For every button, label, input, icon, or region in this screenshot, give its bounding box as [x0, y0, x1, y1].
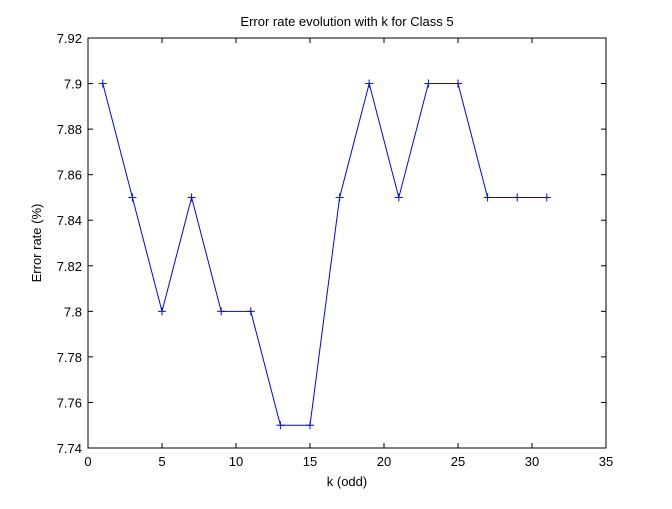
data-point [158, 307, 166, 316]
y-tick-label: 7.78 [57, 350, 82, 365]
data-point [365, 79, 374, 88]
x-tick-label: 25 [451, 454, 465, 469]
data-point [246, 307, 255, 316]
data-point [513, 193, 522, 202]
x-tick-label: 35 [599, 454, 613, 469]
data-point [454, 79, 462, 88]
axes-box [87, 37, 607, 449]
data-point [276, 421, 285, 430]
data-point [98, 79, 107, 88]
data-point [128, 193, 137, 202]
y-tick-label: 7.76 [57, 395, 82, 410]
y-tick-label: 7.9 [64, 77, 82, 92]
data-point [217, 307, 226, 316]
data-point [542, 193, 551, 202]
data-point [335, 193, 344, 202]
data-point [483, 193, 492, 202]
data-point [424, 79, 433, 88]
y-tick-label: 7.88 [57, 122, 82, 137]
data-point [394, 193, 403, 202]
y-tick-label: 7.82 [57, 259, 82, 274]
chart-title: Error rate evolution with k for Class 5 [240, 14, 453, 29]
plot-area [88, 38, 606, 448]
x-tick-label: 15 [303, 454, 317, 469]
x-axis-label: k (odd) [327, 474, 367, 489]
axes-layer: 0 5 10 15 20 25 30 35 7.74 7.76 7.78 7.8 7.82 7.84 7.8… [57, 31, 614, 469]
x-tick-label: 30 [525, 454, 539, 469]
y-tick-label: 7.8 [64, 304, 82, 319]
data-point [306, 421, 314, 430]
y-tick-label: 7.86 [57, 168, 82, 183]
y-tick-label: 7.74 [57, 441, 82, 456]
series-layer [98, 79, 551, 430]
y-tick-label: 7.92 [57, 31, 82, 46]
x-tick-label: 20 [377, 454, 391, 469]
series-line [102, 81, 547, 426]
x-tick-label: 10 [229, 454, 243, 469]
y-axis-label: Error rate (%) [29, 204, 44, 283]
x-tick-label: 5 [158, 454, 165, 469]
data-point [187, 193, 196, 202]
x-tick-label: 0 [84, 454, 91, 469]
y-tick-label: 7.84 [57, 213, 82, 228]
